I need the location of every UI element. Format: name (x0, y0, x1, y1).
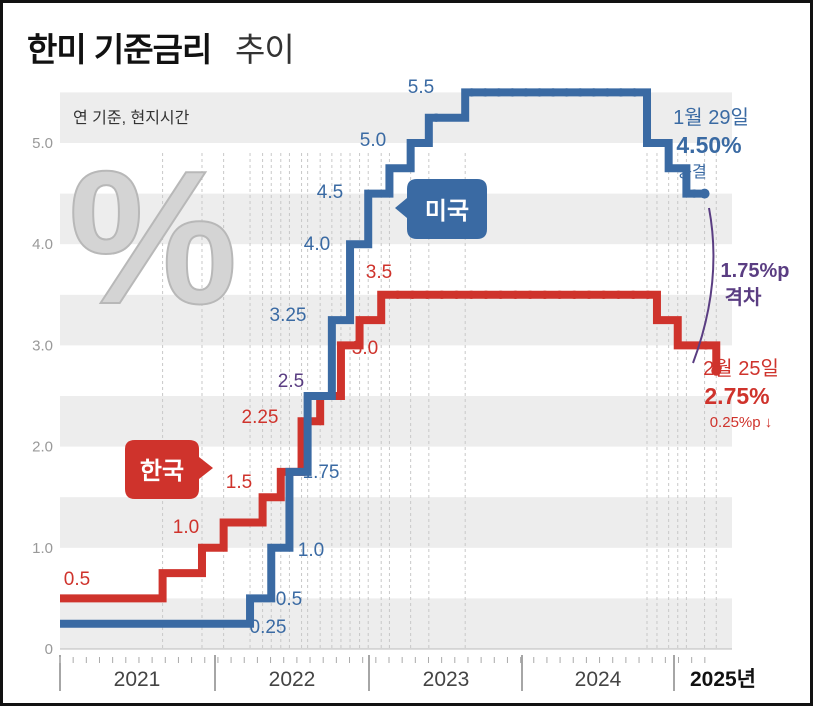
korea-hold-dot (555, 290, 564, 299)
korea-rate-label: 2.5 (278, 371, 304, 392)
us-hold-dot (630, 88, 639, 97)
year-label: 2024 (575, 668, 622, 691)
us-rate-label: 5.5 (408, 77, 434, 98)
us-hold-dot (467, 88, 476, 97)
korea-hold-dot (422, 290, 432, 299)
series-line-us (60, 88, 705, 628)
us-callout-rate: 4.50% (676, 132, 741, 158)
korea-callout-date: 2월 25일 (703, 357, 779, 380)
grid-band (60, 294, 732, 346)
korea-callout-rate: 2.75% (704, 383, 769, 409)
us-rate-label: 5.0 (360, 130, 386, 151)
y-tick-label: 0 (45, 641, 53, 658)
us-hold-dot (603, 88, 612, 97)
korea-rate-label: 1.0 (173, 517, 199, 538)
us-hold-dot (521, 88, 531, 97)
y-tick-label: 1.0 (32, 540, 53, 557)
us-rate-label: 3.25 (270, 305, 307, 326)
korea-rate-label: 3.5 (366, 262, 392, 283)
us-hold-dot (548, 88, 558, 97)
us-hold-dot (508, 88, 517, 97)
us-hold-dot (589, 88, 598, 97)
korea-hold-dot (701, 341, 711, 350)
korea-rate-label: 2.25 (242, 407, 279, 428)
year-label: 2021 (114, 668, 161, 691)
us-rate-label: 0.5 (276, 589, 302, 610)
korea-hold-dot (393, 290, 402, 299)
us-latest-point (699, 188, 710, 199)
korea-badge-label: 한국 (140, 458, 184, 485)
us-hold-dot (431, 113, 441, 122)
korea-hold-dot (452, 290, 461, 299)
us-badge (395, 179, 487, 239)
us-rate-label: 1.0 (298, 540, 324, 561)
year-label: 2023 (423, 668, 470, 691)
grid-band (60, 497, 732, 548)
page-title: 한미 기준금리 (27, 31, 212, 68)
us-callout-status: 동결 (677, 163, 706, 181)
chart-note: 연 기준, 현지시간 (73, 110, 190, 127)
korea-hold-dot (614, 290, 623, 299)
year-label: 2022 (269, 668, 316, 691)
us-hold-dot (481, 88, 490, 97)
us-hold-dot (535, 88, 544, 97)
y-tick-label: 4.0 (32, 236, 53, 253)
us-hold-dot (562, 88, 571, 97)
grid-band (60, 92, 732, 143)
us-rate-label: 4.0 (304, 234, 330, 255)
korea-hold-dot (643, 290, 653, 299)
korea-hold-dot (481, 290, 491, 299)
gap-bracket (692, 207, 715, 364)
korea-hold-dot (628, 290, 638, 299)
page-subtitle: 추이 (235, 31, 295, 68)
korea-rate-label: 0.5 (64, 569, 90, 590)
korea-rate-label: 3.0 (352, 338, 378, 359)
percent-decoration: % (69, 132, 238, 344)
us-hold-dot (494, 88, 504, 97)
rate-chart: 0 1.0 2.0 3.0 4.0 5.0 2021 2022 2023 2024 2025년% 0.… (32, 77, 790, 691)
korea-latest-point (711, 365, 722, 376)
korea-callout-change: 0.25%p ↓ (710, 414, 773, 431)
korea-hold-dot (570, 290, 579, 299)
us-rate-label: 1.75 (303, 462, 340, 483)
korea-hold-dot (496, 290, 505, 299)
korea-hold-dot (599, 290, 608, 299)
gap-value: 1.75%p (721, 260, 790, 282)
korea-hold-dot (511, 290, 520, 299)
us-badge-label: 미국 (425, 198, 469, 225)
korea-hold-dot (540, 290, 550, 299)
y-tick-label: 5.0 (32, 135, 53, 152)
grid-band (60, 396, 732, 447)
us-rate-label: 4.5 (317, 182, 343, 203)
series-line-korea (60, 290, 721, 603)
korea-hold-dot (408, 290, 417, 299)
y-tick-label: 3.0 (32, 337, 53, 354)
y-tick-label: 2.0 (32, 439, 53, 456)
us-hold-dot (689, 189, 699, 198)
korea-rate-label: 1.5 (226, 472, 252, 493)
korea-hold-dot (437, 290, 447, 299)
korea-hold-dot (467, 290, 476, 299)
us-hold-dot (616, 88, 626, 97)
us-callout-date: 1월 29일 (673, 106, 749, 129)
korea-badge (125, 440, 213, 499)
us-hold-dot (575, 88, 585, 97)
year-label: 2025년 (690, 668, 756, 691)
us-rate-label: 0.25 (250, 617, 287, 638)
korea-hold-dot (584, 290, 594, 299)
grid-band (60, 193, 732, 245)
korea-hold-dot (525, 290, 535, 299)
gap-text: 격차 (725, 286, 762, 309)
